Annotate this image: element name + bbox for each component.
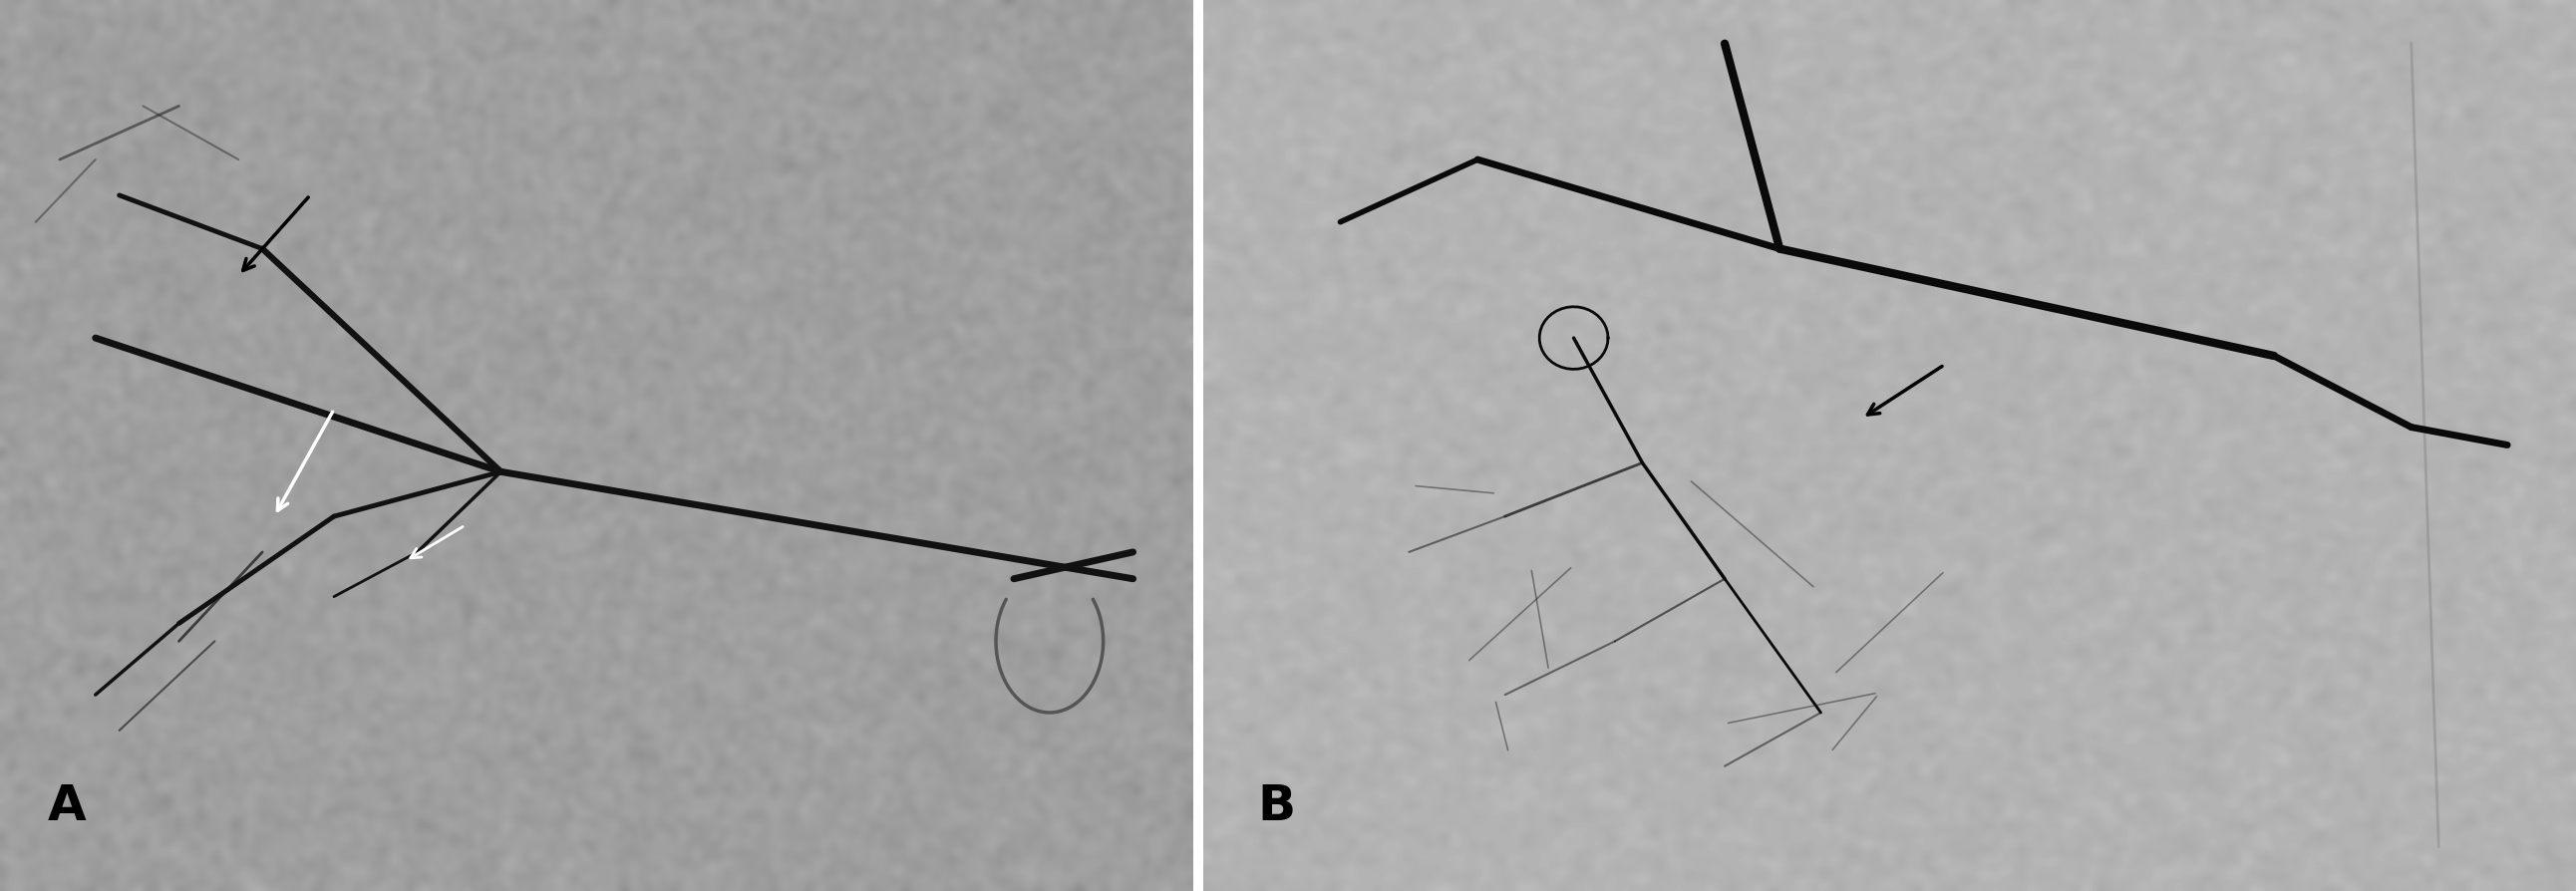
Text: A: A — [49, 782, 88, 830]
Text: B: B — [1257, 782, 1296, 830]
